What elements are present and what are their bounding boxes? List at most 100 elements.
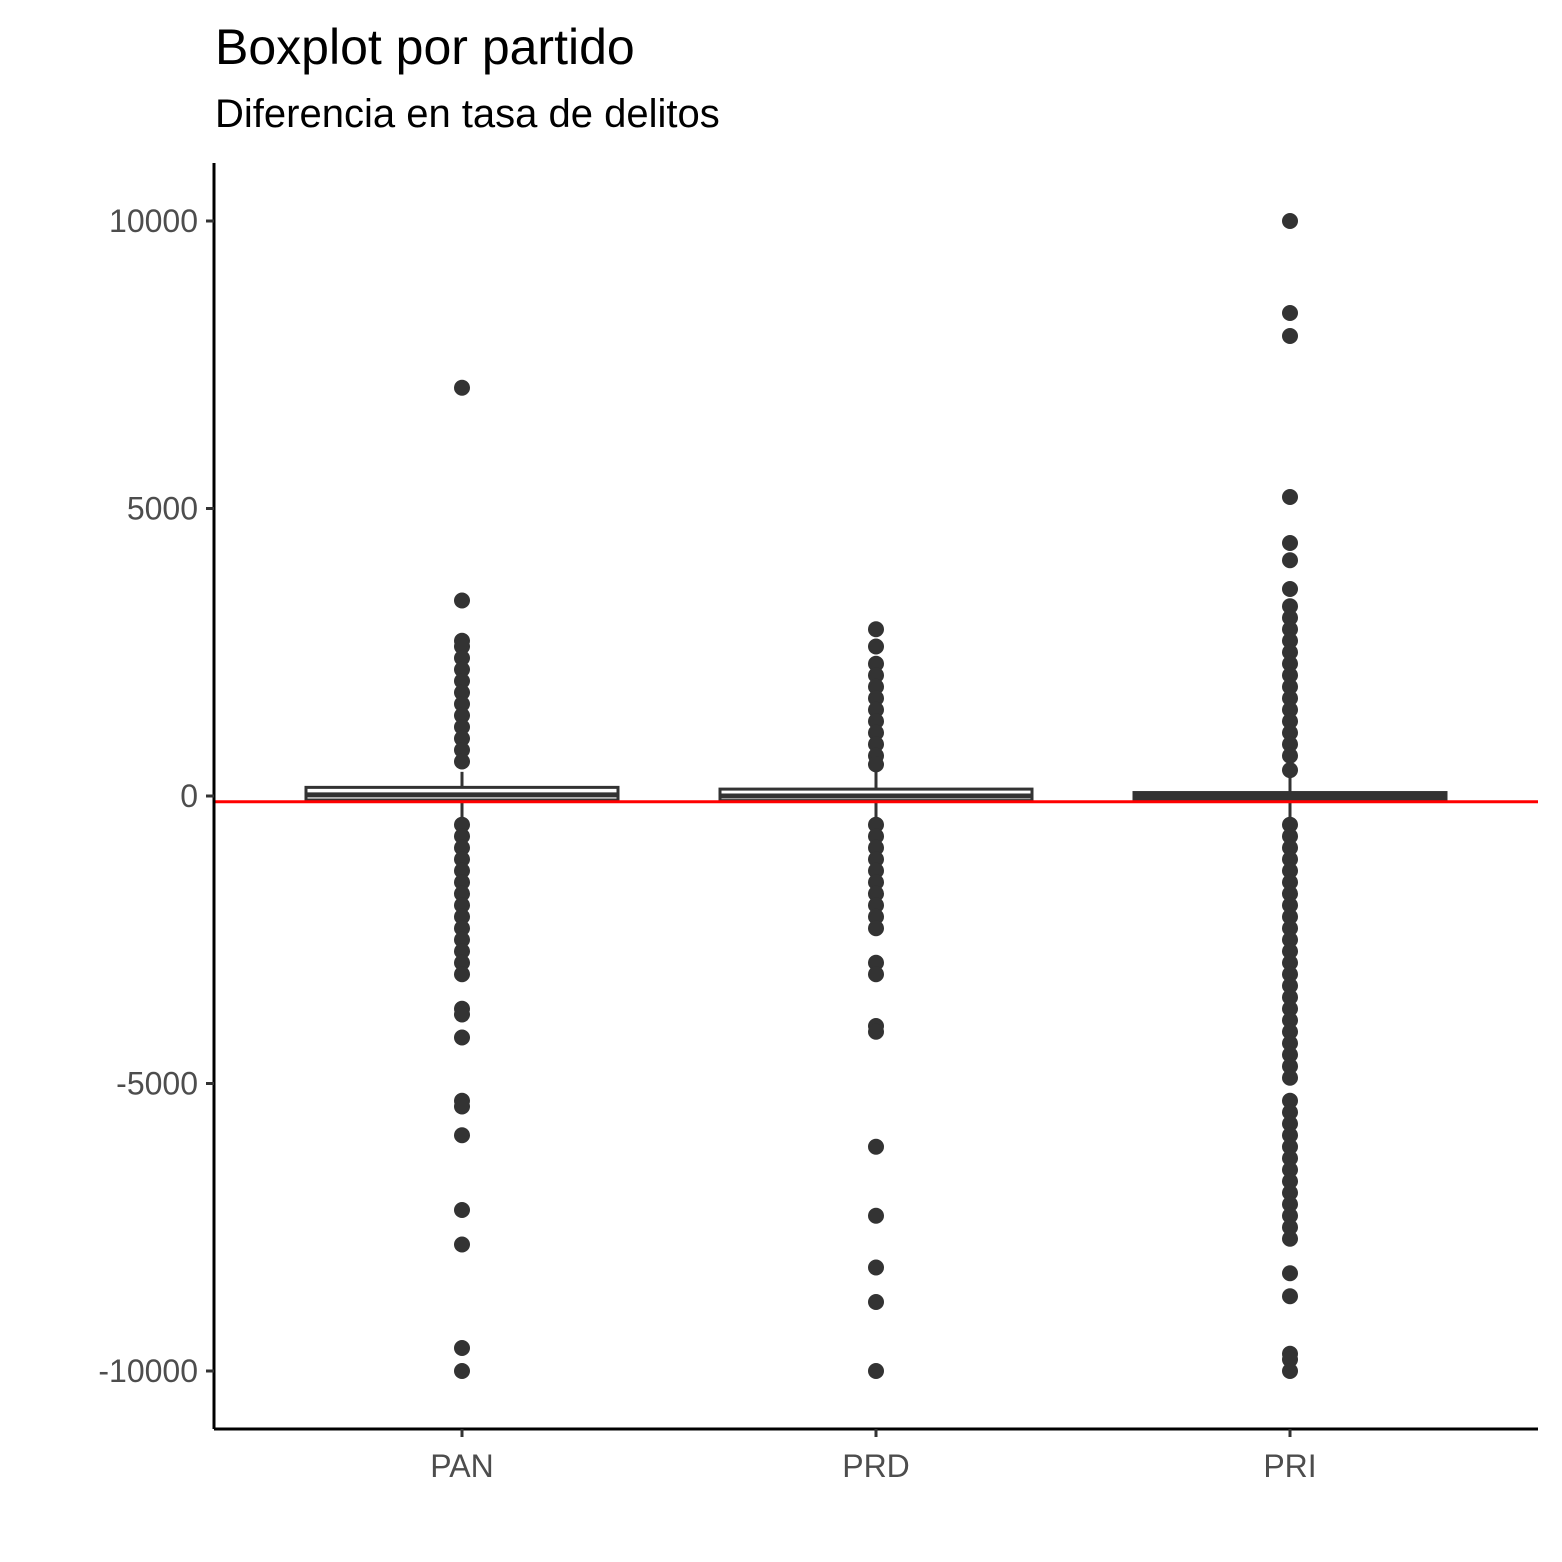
outlier-point [454, 650, 470, 666]
outlier-point [868, 724, 884, 741]
outlier-point [454, 897, 470, 914]
outlier-point [1282, 1058, 1298, 1075]
outlier-point [1282, 535, 1298, 551]
outlier-point [454, 885, 470, 902]
outlier-point [1282, 1207, 1298, 1224]
outlier-point [1282, 1265, 1298, 1282]
outlier-point [454, 707, 470, 724]
y-tick-label: -10000 [98, 1353, 198, 1389]
outlier-point [1282, 747, 1298, 764]
outlier-point [1282, 1000, 1298, 1017]
outlier-point [454, 1029, 470, 1046]
x-tick-label: PRD [842, 1448, 910, 1484]
plot-marks [214, 213, 1538, 1379]
outlier-point [1282, 897, 1298, 914]
outlier-point [868, 1259, 884, 1276]
outlier-point [868, 638, 884, 655]
box-group-pri [1132, 213, 1448, 1379]
outlier-point [1282, 1184, 1298, 1201]
outlier-point [454, 954, 470, 971]
outlier-point [1282, 609, 1298, 626]
y-tick-label: -5000 [116, 1066, 198, 1102]
outlier-point [1282, 977, 1298, 994]
outlier-point [868, 839, 884, 856]
outlier-point [1282, 1046, 1298, 1063]
outlier-point [1282, 1230, 1298, 1247]
outlier-point [454, 592, 470, 609]
outlier-point [454, 696, 470, 712]
outlier-point [454, 1202, 470, 1218]
outlier-point [1282, 989, 1298, 1006]
axes: -10000 -5000 0 5000 10000 PAN PRD PRI [98, 203, 1316, 1484]
outlier-point [454, 638, 470, 655]
y-tick-label: 0 [180, 778, 198, 814]
outlier-point [1282, 1115, 1298, 1132]
outlier-point [454, 730, 470, 747]
outlier-point [1282, 828, 1298, 845]
outlier-point [1282, 874, 1298, 891]
outlier-point [868, 713, 884, 730]
outlier-point [454, 908, 470, 925]
outlier-point [1282, 1092, 1298, 1109]
outlier-point [454, 1340, 470, 1356]
outlier-point [454, 931, 470, 948]
y-tick-label: 5000 [127, 491, 198, 527]
outlier-point [1282, 213, 1298, 229]
outlier-point [868, 678, 884, 695]
outlier-point [868, 621, 884, 638]
outlier-point [454, 742, 470, 758]
outlier-point [868, 851, 884, 868]
outlier-point [1282, 305, 1298, 321]
outlier-point [1282, 839, 1298, 856]
outlier-point [1282, 1069, 1298, 1086]
box-group-prd [718, 621, 1034, 1379]
outlier-point [1282, 762, 1298, 779]
outlier-point [454, 816, 470, 833]
outlier-point [868, 828, 884, 845]
outlier-point [1282, 632, 1298, 649]
outlier-point [1282, 1012, 1298, 1029]
outlier-point [1282, 1288, 1298, 1305]
outlier-point [868, 908, 884, 925]
outlier-point [1282, 851, 1298, 868]
outlier-point [1282, 1173, 1298, 1190]
outlier-point [868, 690, 884, 707]
outlier-point [1282, 1035, 1298, 1052]
outlier-point [1282, 736, 1298, 753]
outlier-point [868, 897, 884, 914]
outlier-point [1282, 1150, 1298, 1167]
outlier-point [868, 954, 884, 971]
outlier-point [1282, 920, 1298, 937]
outlier-point [1282, 1127, 1298, 1144]
outlier-point [868, 736, 884, 753]
outlier-point [1282, 931, 1298, 948]
box-group-pan [304, 379, 620, 1379]
outlier-point [868, 874, 884, 891]
outlier-point [868, 1363, 884, 1379]
outlier-point [1282, 1363, 1298, 1379]
outlier-point [868, 862, 884, 879]
outlier-point [454, 684, 470, 701]
outlier-point [1282, 701, 1298, 718]
outlier-point [1282, 1219, 1298, 1236]
outlier-point [454, 379, 470, 396]
outlier-point [454, 661, 470, 678]
outlier-point [1282, 581, 1298, 597]
outlier-point [454, 719, 470, 735]
outlier-point [868, 966, 884, 983]
outlier-point [454, 862, 470, 879]
outlier-point [454, 851, 470, 868]
outlier-point [454, 1006, 470, 1023]
outlier-point [454, 673, 470, 689]
chart-subtitle: Diferencia en tasa de delitos [215, 92, 720, 136]
outlier-point [1282, 678, 1298, 695]
outlier-point [1282, 1023, 1298, 1040]
outlier-point [868, 756, 884, 773]
outlier-point [1282, 1138, 1298, 1155]
outlier-point [1282, 598, 1298, 615]
outlier-point [1282, 1196, 1298, 1213]
outlier-point [1282, 1161, 1298, 1178]
outlier-point [1282, 489, 1298, 505]
outlier-point [868, 1207, 884, 1224]
